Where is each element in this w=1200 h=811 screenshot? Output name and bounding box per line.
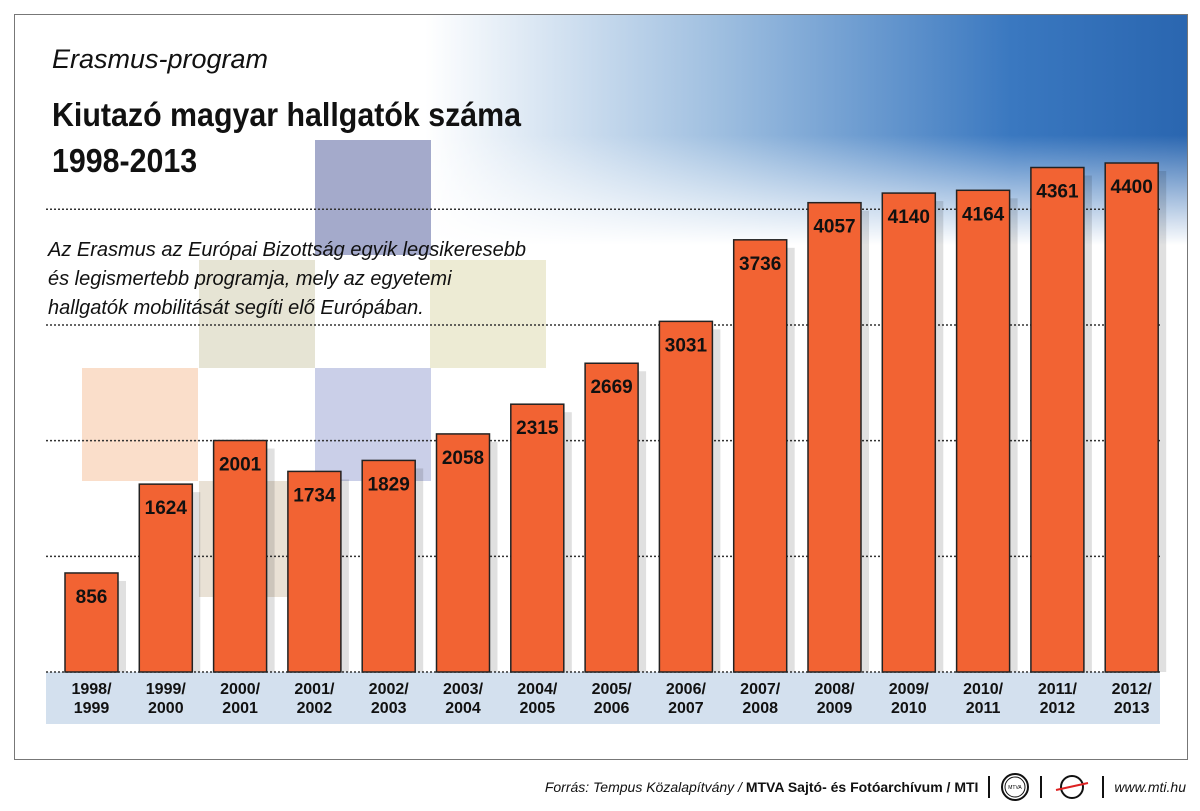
bar [361, 459, 416, 673]
x-tick-label: 1999/ [146, 681, 187, 698]
subtitle: Erasmus-program [52, 44, 269, 74]
data-label: 1734 [293, 485, 336, 506]
data-label: 4400 [1111, 177, 1153, 198]
x-tick-label: 2007/ [740, 681, 781, 698]
x-tick-label: 2006 [594, 700, 630, 717]
data-label: 1829 [368, 474, 410, 495]
x-tick-label: 2002/ [369, 681, 410, 698]
x-tick-label: 1998/ [71, 681, 112, 698]
data-label: 4140 [888, 207, 930, 228]
source-text: Forrás: Tempus Közalapítvány / MTVA Sajt… [544, 779, 979, 795]
decor-square [199, 260, 315, 368]
bar [287, 470, 342, 673]
x-tick-label: 2009 [817, 700, 853, 717]
x-tick-label: 2007 [668, 700, 704, 717]
svg-text:MTVA: MTVA [1009, 785, 1023, 791]
x-tick-label: 2000 [148, 700, 184, 717]
x-tick-label: 2011/ [1038, 681, 1078, 698]
x-tick-label: 2009/ [889, 681, 930, 698]
bar [64, 572, 119, 673]
x-tick-label: 2011 [966, 700, 1001, 717]
data-label: 2001 [219, 455, 262, 476]
x-tick-label: 2012 [1040, 700, 1076, 717]
x-tick-label: 2005/ [592, 681, 633, 698]
data-label: 856 [76, 587, 108, 608]
bar [658, 320, 714, 673]
bar [955, 189, 1011, 673]
x-tick-label: 2008 [742, 700, 778, 717]
data-label: 3031 [665, 335, 708, 356]
x-tick-label: 2001/ [294, 681, 335, 698]
data-label: 3736 [739, 254, 781, 275]
bar [212, 439, 268, 673]
data-label: 2058 [442, 448, 484, 469]
bar [1104, 162, 1159, 673]
decor-square [82, 368, 198, 481]
bar [732, 239, 788, 673]
x-tick-label: 2000/ [220, 681, 261, 698]
bar [1030, 166, 1085, 673]
x-tick-label: 2001 [222, 700, 258, 717]
data-label: 2669 [590, 377, 632, 398]
x-tick-label: 2010/ [963, 681, 1004, 698]
bar [138, 483, 194, 673]
x-tick-label: 2013 [1114, 700, 1150, 717]
x-tick-label: 2012/ [1112, 681, 1153, 698]
mti-logo-icon [1056, 775, 1089, 799]
bar [807, 201, 862, 673]
footer: Forrás: Tempus Közalapítvány / MTVA Sajt… [545, 772, 1186, 802]
website-link[interactable]: www.mti.hu [1114, 779, 1186, 795]
data-label: 4361 [1036, 182, 1079, 203]
x-tick-label: 2004 [445, 700, 481, 717]
data-label: 1624 [145, 498, 188, 519]
bar [435, 433, 491, 673]
description: Az Erasmus az Európai Bizottság egyik le… [48, 239, 527, 319]
decor-square [315, 140, 431, 255]
x-axis-band [46, 672, 1160, 724]
mtva-logo-icon: MTVA [1001, 773, 1030, 801]
x-tick-label: 2004/ [517, 681, 558, 698]
x-tick-label: 2010 [891, 700, 927, 717]
x-tick-label: 2003 [371, 700, 407, 717]
x-tick-label: 2005 [520, 700, 556, 717]
x-tick-label: 1999 [74, 700, 110, 717]
x-tick-label: 2002 [297, 700, 333, 717]
x-tick-label: 2003/ [443, 681, 484, 698]
data-label: 4057 [813, 217, 855, 238]
x-tick-label: 2006/ [666, 681, 707, 698]
bar [584, 362, 639, 673]
data-label: 4164 [962, 204, 1005, 225]
data-label: 2315 [516, 418, 559, 439]
bar [881, 192, 937, 673]
bar [510, 403, 565, 673]
x-tick-label: 2008/ [814, 681, 855, 698]
page-title: Kiutazó magyar hallgatók száma 1998-2013 [52, 96, 522, 179]
decor-square [430, 260, 546, 368]
